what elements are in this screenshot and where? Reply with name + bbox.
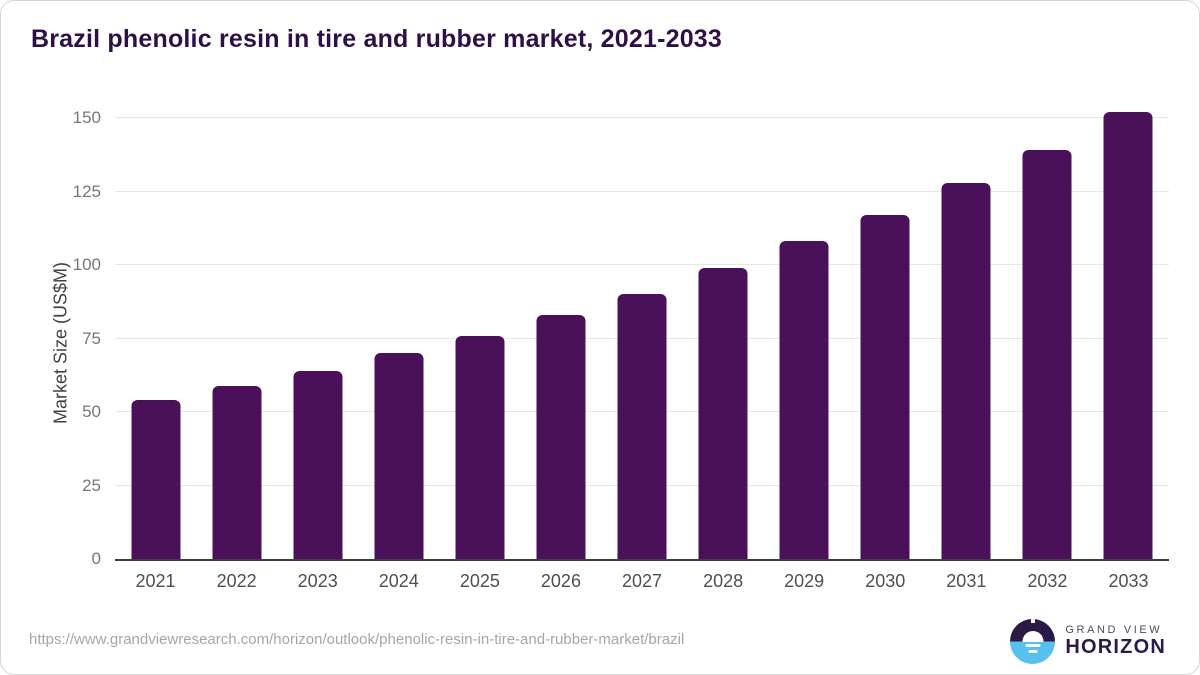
bar-2027[interactable] bbox=[617, 294, 667, 559]
x-tick-label-2033: 2033 bbox=[1108, 571, 1149, 591]
y-tick-label-125: 125 bbox=[72, 181, 101, 201]
bar-slot bbox=[1007, 118, 1088, 559]
source-url: https://www.grandviewresearch.com/horizo… bbox=[29, 631, 685, 648]
x-tick-label-2027: 2027 bbox=[621, 571, 663, 591]
bar-2026[interactable] bbox=[536, 314, 586, 559]
y-tick-label-0: 0 bbox=[91, 549, 101, 568]
bar-slot bbox=[439, 118, 520, 559]
x-tick-label-2029: 2029 bbox=[784, 571, 825, 591]
bar-slot bbox=[358, 118, 439, 559]
x-axis-tick-labels: 2021 2022 2023 2024 2025 2026 2027 2028 2029 2030… bbox=[115, 571, 1169, 592]
bar-slot bbox=[764, 118, 845, 559]
bar-slot bbox=[1088, 112, 1169, 559]
y-tick-label-150: 150 bbox=[72, 108, 101, 127]
bar-slot bbox=[277, 118, 358, 559]
gridline-100 bbox=[115, 264, 1169, 265]
logo-product-text: HORIZON bbox=[1065, 636, 1166, 659]
x-tick-label-2028: 2028 bbox=[703, 571, 744, 591]
bar-slot bbox=[601, 118, 682, 559]
logo-brand-text: GRAND VIEW bbox=[1065, 623, 1163, 636]
bar-2024[interactable] bbox=[374, 353, 424, 559]
bar-slot bbox=[196, 118, 277, 559]
bar-2023[interactable] bbox=[293, 370, 343, 559]
bar-2021[interactable] bbox=[131, 400, 181, 559]
x-tick-label-2022: 2022 bbox=[216, 571, 257, 591]
grand-view-horizon-logo: GRAND VIEW HORIZON bbox=[1010, 619, 1166, 664]
x-tick-label-2032: 2032 bbox=[1027, 571, 1068, 591]
gridline-150 bbox=[115, 117, 1169, 118]
bar-2033[interactable] bbox=[1103, 112, 1153, 559]
x-tick-label-2024: 2024 bbox=[378, 571, 419, 591]
bar-slot bbox=[926, 118, 1007, 559]
horizon-sun-icon bbox=[1010, 619, 1056, 664]
x-tick-label-2026: 2026 bbox=[540, 571, 581, 591]
bar-2030[interactable] bbox=[860, 215, 910, 559]
bar-series bbox=[115, 112, 1169, 559]
plot-area bbox=[115, 112, 1169, 561]
x-tick-label-2021: 2021 bbox=[135, 571, 176, 591]
bar-slot bbox=[115, 118, 196, 559]
bar-2025[interactable] bbox=[455, 335, 505, 559]
y-tick-label-25: 25 bbox=[82, 475, 101, 495]
bar-2032[interactable] bbox=[1022, 150, 1072, 559]
bar-2028[interactable] bbox=[698, 267, 748, 559]
bar-slot bbox=[683, 118, 764, 559]
bar-slot bbox=[845, 118, 926, 559]
y-tick-label-75: 75 bbox=[82, 328, 101, 348]
bar-slot bbox=[520, 118, 601, 559]
bar-2029[interactable] bbox=[779, 241, 829, 559]
x-tick-label-2031: 2031 bbox=[946, 571, 987, 591]
chart-title: Brazil phenolic resin in tire and rubber… bbox=[31, 25, 723, 53]
x-tick-label-2025: 2025 bbox=[459, 571, 500, 591]
bar-2031[interactable] bbox=[941, 182, 991, 559]
gridline-125 bbox=[115, 190, 1169, 192]
y-tick-label-50: 50 bbox=[82, 402, 101, 421]
y-tick-label-100: 100 bbox=[72, 255, 101, 274]
y-axis-tick-labels: 0 25 50 75 100 125 150 bbox=[1, 108, 101, 568]
bar-2022[interactable] bbox=[212, 385, 262, 559]
x-tick-label-2030: 2030 bbox=[865, 571, 906, 591]
x-tick-label-2023: 2023 bbox=[297, 571, 338, 591]
